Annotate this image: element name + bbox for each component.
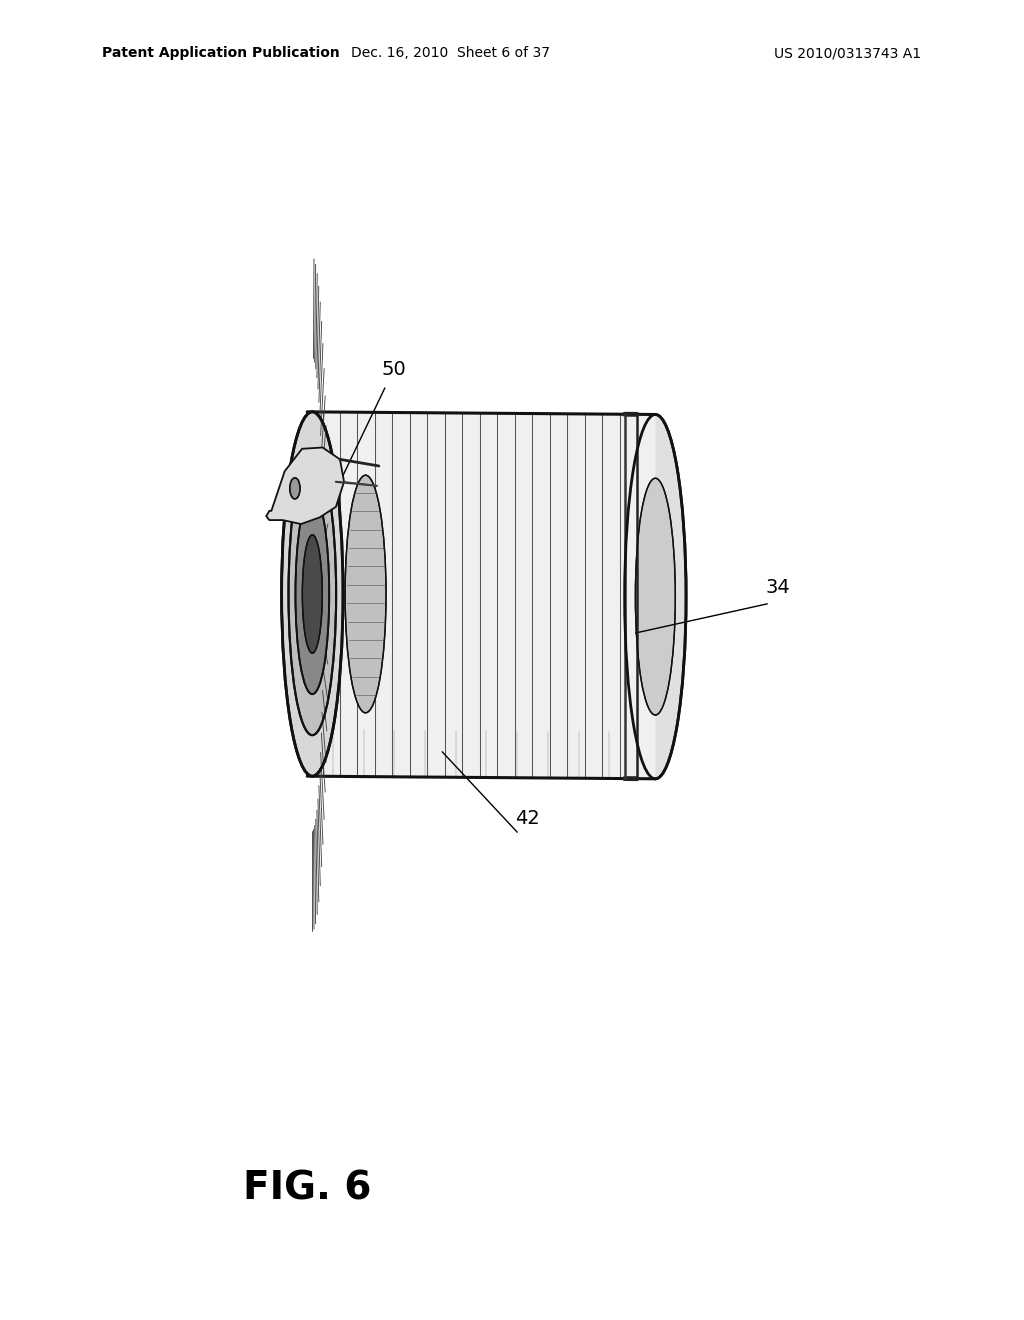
Text: 42: 42	[515, 809, 540, 828]
Polygon shape	[266, 447, 344, 524]
Text: US 2010/0313743 A1: US 2010/0313743 A1	[774, 46, 922, 61]
Ellipse shape	[295, 494, 330, 694]
Text: Dec. 16, 2010  Sheet 6 of 37: Dec. 16, 2010 Sheet 6 of 37	[351, 46, 550, 61]
Ellipse shape	[290, 478, 300, 499]
Ellipse shape	[282, 412, 343, 776]
Ellipse shape	[625, 414, 686, 779]
Text: 50: 50	[382, 360, 407, 379]
Ellipse shape	[289, 453, 336, 735]
Ellipse shape	[635, 478, 676, 715]
Text: 34: 34	[766, 578, 791, 597]
Text: FIG. 6: FIG. 6	[243, 1170, 372, 1206]
Polygon shape	[307, 412, 655, 779]
Ellipse shape	[302, 535, 323, 653]
Text: Patent Application Publication: Patent Application Publication	[102, 46, 340, 61]
Ellipse shape	[345, 475, 386, 713]
